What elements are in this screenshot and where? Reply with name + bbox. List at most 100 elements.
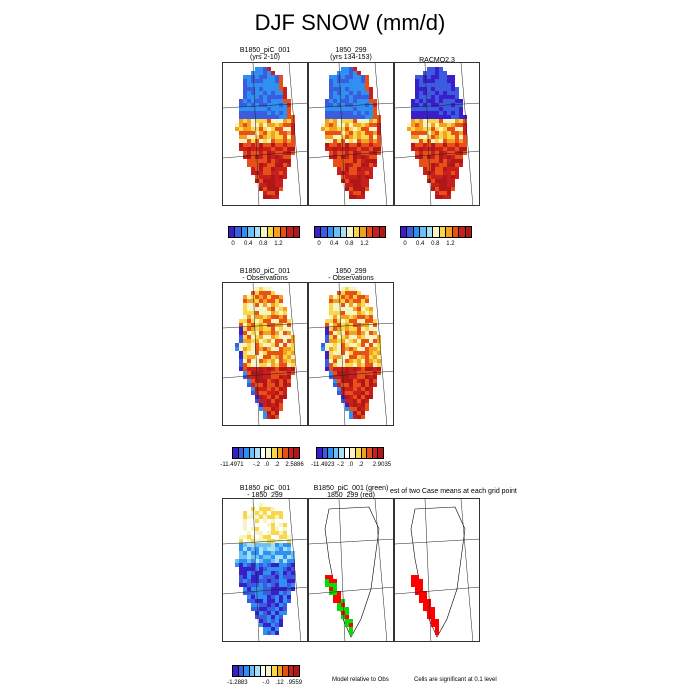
- grid-cell: [349, 351, 353, 355]
- grid-cell: [263, 583, 267, 587]
- significance-cell: [423, 599, 427, 603]
- grid-cell: [283, 155, 287, 159]
- grid-cell: [337, 347, 341, 351]
- grid-cell: [329, 299, 333, 303]
- grid-cell: [283, 339, 287, 343]
- grid-cell: [455, 99, 459, 103]
- note-model-relative: Model relative to Obs: [332, 677, 389, 683]
- grid-cell: [357, 139, 361, 143]
- grid-cell: [353, 315, 357, 319]
- grid-cell: [455, 143, 459, 147]
- grid-cell: [259, 595, 263, 599]
- grid-cell: [357, 399, 361, 403]
- grid-cell: [447, 75, 451, 79]
- grid-cell: [239, 147, 243, 151]
- grid-cell: [373, 151, 377, 155]
- grid-cell: [275, 91, 279, 95]
- grid-cell: [431, 127, 435, 131]
- grid-cell: [283, 103, 287, 107]
- grid-cell: [275, 567, 279, 571]
- grid-cell: [267, 407, 271, 411]
- grid-cell: [361, 403, 365, 407]
- map-plot: [309, 499, 393, 641]
- grid-cell: [357, 351, 361, 355]
- grid-cell: [275, 623, 279, 627]
- grid-cell: [243, 123, 247, 127]
- colorbar-swatch: [322, 448, 329, 458]
- grid-cell: [459, 143, 463, 147]
- grid-cell: [243, 579, 247, 583]
- grid-cell: [243, 375, 247, 379]
- grid-cell: [279, 367, 283, 371]
- grid-cell: [411, 139, 415, 143]
- grid-cell: [235, 343, 239, 347]
- grid-cell: [353, 67, 357, 71]
- grid-cell: [283, 335, 287, 339]
- colorbar-ticks-diff-ab: -1.2883 -.0.12.9559: [227, 680, 303, 686]
- grid-cell: [279, 523, 283, 527]
- grid-cell: [267, 143, 271, 147]
- grid-cell: [357, 335, 361, 339]
- grid-cell: [439, 159, 443, 163]
- grid-cell: [365, 143, 369, 147]
- grid-cell: [329, 339, 333, 343]
- grid-cell: [275, 155, 279, 159]
- grid-cell: [329, 375, 333, 379]
- grid-cell: [357, 75, 361, 79]
- grid-cell: [349, 335, 353, 339]
- grid-cell: [357, 131, 361, 135]
- grid-cell: [287, 567, 291, 571]
- grid-cell: [263, 551, 267, 555]
- grid-cell: [365, 335, 369, 339]
- grid-cell: [255, 527, 259, 531]
- colorbar-swatch: [334, 227, 341, 237]
- colorbar-ticks-mean-b: 0 0.4 0.8 1.2: [317, 241, 369, 247]
- grid-cell: [447, 183, 451, 187]
- grid-cell: [361, 367, 365, 371]
- grid-cell: [283, 523, 287, 527]
- grid-cell: [423, 87, 427, 91]
- grid-cell: [325, 107, 329, 111]
- grid-cell: [251, 511, 255, 515]
- colorbar-swatch: [294, 666, 299, 676]
- grid-cell: [357, 327, 361, 331]
- grid-cell: [287, 555, 291, 559]
- grid-cell: [353, 363, 357, 367]
- grid-cell: [275, 399, 279, 403]
- significance-cell: [431, 611, 435, 615]
- grid-cell: [349, 383, 353, 387]
- grid-cell: [271, 307, 275, 311]
- grid-cell: [259, 139, 263, 143]
- grid-cell: [455, 155, 459, 159]
- grid-cell: [337, 163, 341, 167]
- grid-cell: [255, 359, 259, 363]
- grid-cell: [329, 115, 333, 119]
- grid-cell: [255, 295, 259, 299]
- grid-cell: [373, 379, 377, 383]
- grid-cell: [251, 147, 255, 151]
- grid-cell: [247, 103, 251, 107]
- grid-cell: [419, 83, 423, 87]
- grid-cell: [259, 587, 263, 591]
- grid-cell: [287, 559, 291, 563]
- grid-cell: [365, 399, 369, 403]
- grid-cell: [369, 315, 373, 319]
- grid-cell: [267, 591, 271, 595]
- grid-cell: [361, 99, 365, 103]
- grid-cell: [427, 143, 431, 147]
- grid-cell: [447, 79, 451, 83]
- grid-cell: [247, 323, 251, 327]
- grid-cell: [259, 187, 263, 191]
- grid-cell: [353, 135, 357, 139]
- grid-cell: [255, 83, 259, 87]
- grid-cell: [373, 327, 377, 331]
- grid-cell: [443, 179, 447, 183]
- grid-cell: [267, 359, 271, 363]
- grid-cell: [337, 83, 341, 87]
- grid-cell: [333, 95, 337, 99]
- grid-cell: [275, 615, 279, 619]
- grid-cell: [369, 107, 373, 111]
- grid-cell: [447, 127, 451, 131]
- grid-cell: [251, 103, 255, 107]
- grid-cell: [431, 119, 435, 123]
